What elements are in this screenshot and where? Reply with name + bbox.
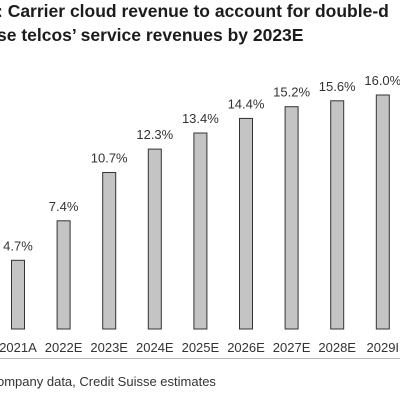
bar-2023E [102,172,117,330]
bar-2027E [284,106,299,330]
bar-2021A [11,259,25,330]
data-label-2028E: 15.6% [319,79,356,94]
data-label-2021A: 4.7% [3,238,33,253]
footer-divider [0,358,400,359]
x-tick-label-2022E: 2022E [45,340,83,355]
data-label-2024E: 12.3% [136,127,173,142]
bar-2024E [147,148,162,330]
bar-2026E [239,117,253,330]
bar-2025E [193,132,208,330]
chart-title-line-1: : Carrier cloud revenue to account for d… [0,1,389,21]
x-tick-label-2024E: 2024E [136,340,174,355]
x-tick-label-2027E: 2027E [273,340,311,355]
x-tick-label-2025E: 2025E [182,340,220,355]
bar-2028E [330,100,345,330]
x-tick-label-2021A: 2021A [0,340,37,355]
x-tick-label-2023E: 2023E [90,340,128,355]
x-tick-label-2028E: 2028E [318,340,356,355]
source-note: ompany data, Credit Suisse estimates [0,374,216,389]
data-label-2027E: 15.2% [273,85,310,100]
x-tick-label-2029E: 2029I [367,340,400,355]
data-label-2023E: 10.7% [91,151,128,166]
data-label-2026E: 14.4% [228,96,265,111]
bar-2022E [56,220,71,330]
bar-2029E [375,94,390,330]
data-label-2022E: 7.4% [49,199,79,214]
chart-title: : Carrier cloud revenue to account for d… [0,0,400,47]
chart-title-line-2: se telcos’ service revenues by 2023E [0,25,304,45]
data-label-2029E: 16.0% [364,73,400,88]
x-tick-label-2026E: 2026E [227,340,265,355]
data-label-2025E: 13.4% [182,111,219,126]
